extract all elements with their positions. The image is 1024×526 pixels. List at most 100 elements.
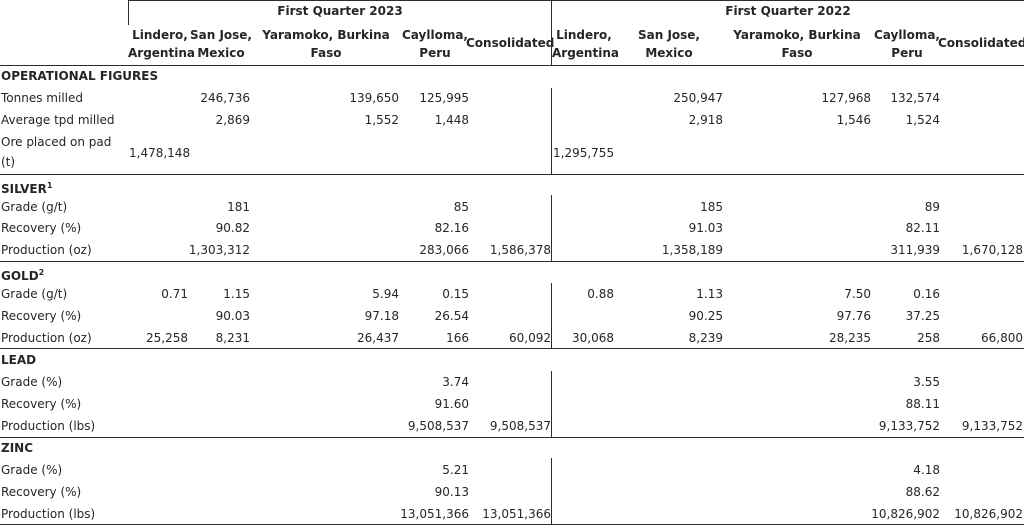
table-cell: 91.60 <box>434 397 469 411</box>
row-label: Recovery (%) <box>1 221 82 235</box>
rule-top <box>128 0 1024 1</box>
table-cell: 82.11 <box>905 221 940 235</box>
row-label: Grade (%) <box>1 375 63 389</box>
table-cell: 283,066 <box>419 243 469 257</box>
rule-header-bottom <box>0 65 1024 66</box>
rule-after-gold <box>0 348 1024 349</box>
column-header: Lindero, <box>556 28 612 42</box>
section-header: ZINC <box>1 441 34 455</box>
table-cell: 311,939 <box>890 243 940 257</box>
section-header: LEAD <box>1 353 37 367</box>
table-cell: 90.13 <box>434 485 469 499</box>
row-label: Grade (%) <box>1 463 63 477</box>
column-header: Consolidated <box>938 36 1024 50</box>
row-label: Recovery (%) <box>1 397 82 411</box>
table-cell: 1,670,128 <box>961 243 1023 257</box>
column-header: Caylloma, <box>874 28 940 42</box>
row-label: Production (oz) <box>1 243 92 257</box>
table-cell: 10,826,902 <box>871 507 940 521</box>
column-header: Argentina <box>552 46 619 60</box>
table-cell: 4.18 <box>913 463 940 477</box>
section-title: GOLD <box>1 269 39 283</box>
table-cell: 9,133,752 <box>878 419 940 433</box>
row-label: Tonnes milled <box>1 91 83 105</box>
table-cell: 1,478,148 <box>129 146 191 160</box>
table-cell: 1.15 <box>223 287 250 301</box>
table-cell: 26,437 <box>357 331 399 345</box>
table-cell: 85 <box>453 200 469 214</box>
table-cell: 88.11 <box>905 397 940 411</box>
table-cell: 7.50 <box>844 287 871 301</box>
table-cell: 5.21 <box>442 463 469 477</box>
column-header: Peru <box>419 46 451 60</box>
row-label: (t) <box>1 155 16 169</box>
table-cell: 3.55 <box>913 375 940 389</box>
column-header: Yaramoko, Burkina <box>262 28 390 42</box>
table-cell: 185 <box>700 200 723 214</box>
column-header: Yaramoko, Burkina <box>733 28 861 42</box>
table-cell: 8,239 <box>688 331 723 345</box>
row-label: Average tpd milled <box>1 113 115 127</box>
table-cell: 0.16 <box>913 287 940 301</box>
table-cell: 82.16 <box>434 221 469 235</box>
table-cell: 1,448 <box>434 113 469 127</box>
period-header: First Quarter 2022 <box>725 4 851 18</box>
table-cell: 10,826,902 <box>954 507 1023 521</box>
table-cell: 13,051,366 <box>400 507 469 521</box>
section-header: OPERATIONAL FIGURES <box>1 69 159 83</box>
table-cell: 181 <box>227 200 250 214</box>
table-cell: 125,995 <box>419 91 469 105</box>
table-cell: 60,092 <box>509 331 551 345</box>
table-cell: 250,947 <box>673 91 723 105</box>
table-cell: 90.03 <box>215 309 250 323</box>
table-cell: 1,524 <box>905 113 940 127</box>
column-header: Argentina <box>128 46 195 60</box>
table-cell: 97.76 <box>836 309 871 323</box>
table-cell: 2,869 <box>215 113 250 127</box>
section-header: SILVER1 <box>1 177 52 198</box>
row-label: Ore placed on pad <box>1 135 112 149</box>
rule-left <box>128 0 129 25</box>
table-cell: 30,068 <box>572 331 614 345</box>
table-cell: 139,650 <box>349 91 399 105</box>
column-header: Mexico <box>645 46 693 60</box>
table-cell: 13,051,366 <box>482 507 551 521</box>
table-cell: 0.71 <box>161 287 188 301</box>
table-cell: 5.94 <box>372 287 399 301</box>
table-cell: 88.62 <box>905 485 940 499</box>
column-header: Peru <box>891 46 923 60</box>
table-cell: 1.13 <box>696 287 723 301</box>
row-label: Production (lbs) <box>1 507 96 521</box>
rule-divider <box>551 0 552 66</box>
table-cell: 90.25 <box>688 309 723 323</box>
table-cell: 9,508,537 <box>489 419 551 433</box>
table-cell: 25,258 <box>146 331 188 345</box>
rule-divider <box>551 283 552 348</box>
table-cell: 0.88 <box>587 287 614 301</box>
rule-divider <box>551 371 552 437</box>
table-cell: 3.74 <box>442 375 469 389</box>
column-header: Mexico <box>197 46 245 60</box>
column-header: Lindero, <box>132 28 188 42</box>
column-header: Faso <box>310 46 342 60</box>
period-header: First Quarter 2023 <box>277 4 403 18</box>
rule-after-silver <box>0 261 1024 262</box>
table-cell: 66,800 <box>981 331 1023 345</box>
table-cell: 166 <box>446 331 469 345</box>
row-label: Production (oz) <box>1 331 92 345</box>
column-header: Consolidated <box>466 36 555 50</box>
table-cell: 37.25 <box>905 309 940 323</box>
rule-after-operational <box>0 174 1024 175</box>
column-header: San Jose, <box>637 28 700 42</box>
table-cell: 9,508,537 <box>407 419 469 433</box>
table-cell: 0.15 <box>442 287 469 301</box>
table-cell: 1,295,755 <box>553 146 615 160</box>
column-header: San Jose, <box>189 28 252 42</box>
table-cell: 2,918 <box>688 113 723 127</box>
rule-bottom <box>0 524 1024 525</box>
table-cell: 26.54 <box>434 309 469 323</box>
rule-after-lead <box>0 437 1024 438</box>
table-cell: 1,303,312 <box>188 243 250 257</box>
column-header: Caylloma, <box>402 28 468 42</box>
